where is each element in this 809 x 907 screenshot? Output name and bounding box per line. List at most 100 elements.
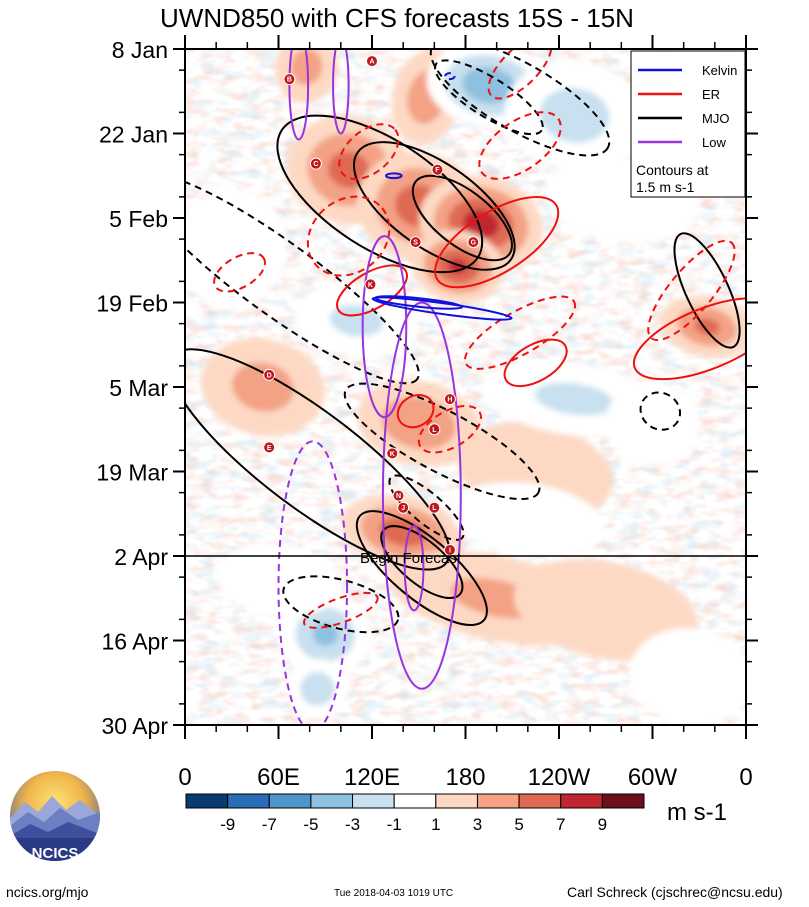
storm-label: D <box>267 372 272 379</box>
legend-label: ER <box>702 87 720 102</box>
anomaly-patch <box>450 482 606 558</box>
x-tick-label: 120E <box>344 764 400 791</box>
footer-author: Carl Schreck (cjschrec@ncsu.edu) <box>567 884 783 900</box>
storm-icon <box>431 163 444 176</box>
storm-marker: K <box>386 447 399 460</box>
legend-label: Kelvin <box>702 63 737 78</box>
legend-label: MJO <box>702 111 729 126</box>
footer-site: ncics.org/mjo <box>6 884 89 900</box>
contour-mjo-pos <box>355 510 488 627</box>
axis-ticks: 8 Jan 22 Jan 5 Feb 19 Feb 5 Mar 19 Mar 2 Apr 16… <box>96 35 758 791</box>
storm-icon <box>309 157 322 170</box>
contour-mjo-pos <box>411 174 513 262</box>
contour-kelvin-pos <box>374 295 464 310</box>
colorbar-tick-label: -3 <box>345 815 360 834</box>
x-tick-label: 60W <box>628 764 678 791</box>
storm-marker: E <box>263 441 276 454</box>
legend-entry-kelvin: Kelvin <box>638 63 737 78</box>
anomaly-patch <box>379 517 427 547</box>
contour-er-pos <box>632 297 746 381</box>
storm-icon <box>428 501 441 514</box>
colorbar-swatch <box>435 793 478 809</box>
y-tick-label: 16 Apr <box>102 629 169 655</box>
anomaly-patch <box>185 187 287 309</box>
anomaly-patch <box>329 304 383 337</box>
contour-mjo-neg <box>434 59 544 136</box>
storm-icon <box>386 447 399 460</box>
y-tick-label: 8 Jan <box>112 37 168 63</box>
storm-marker: N <box>392 489 405 502</box>
anomaly-patch <box>539 88 610 143</box>
storm-icon <box>366 55 378 68</box>
colorbar-swatch <box>227 793 270 809</box>
legend-label: Low <box>702 135 726 150</box>
anomaly-patch <box>312 622 338 647</box>
colorbar-swatch <box>310 793 354 809</box>
storm-marker: L <box>428 501 441 514</box>
x-tick-label: 0 <box>178 764 191 791</box>
contour-er-neg <box>302 591 379 629</box>
contour-er-neg <box>647 239 736 342</box>
storm-label: G <box>471 240 477 247</box>
storm-marker: B <box>283 73 296 86</box>
logo-text: NCICS <box>32 845 79 862</box>
storm-label: I <box>449 547 451 554</box>
legend-note-line1: Contours at <box>636 162 708 178</box>
wave-contour-layer <box>185 49 746 725</box>
colorbar-swatch <box>352 793 395 809</box>
colorbar-units: m s-1 <box>667 799 727 826</box>
storm-icon <box>364 278 377 291</box>
contour-er-pos <box>336 264 408 317</box>
contour-er-neg <box>464 295 577 370</box>
storm-icon <box>283 73 296 86</box>
storm-label: L <box>432 427 437 434</box>
anomaly-patch <box>300 672 335 706</box>
storm-label: H <box>447 397 452 404</box>
storm-marker: H <box>443 393 456 406</box>
x-tick-label: 60E <box>257 764 300 791</box>
contour-mjo-neg <box>343 382 541 501</box>
colorbar-tick-label: -7 <box>262 815 277 834</box>
anomaly-patch <box>327 151 370 188</box>
colorbar-tick-label: -5 <box>303 815 318 834</box>
storm-icon <box>392 489 405 502</box>
anomaly-patch <box>462 66 516 104</box>
contour-er-neg <box>338 123 400 180</box>
contour-mjo-neg <box>185 172 420 385</box>
storm-icon <box>263 441 276 454</box>
ncics-logo: NCICS <box>10 771 100 862</box>
y-tick-label: 30 Apr <box>102 713 169 739</box>
colorbar-swatch <box>560 793 603 809</box>
contour-low-neg <box>277 440 349 725</box>
storm-label: L <box>432 505 437 512</box>
contour-er-pos <box>434 196 560 289</box>
footer-timestamp: Tue 2018-04-03 1019 UTC <box>334 888 454 899</box>
storm-label: F <box>435 167 440 174</box>
anomaly-patch <box>232 362 294 412</box>
colorbar-tick-label: 1 <box>431 815 440 834</box>
y-tick-label: 5 Mar <box>109 375 168 401</box>
storm-icon <box>397 501 410 514</box>
contour-mjo-pos <box>673 232 741 349</box>
storm-icon <box>263 368 276 381</box>
colorbar-swatch <box>393 793 437 809</box>
legend-box: Kelvin ER MJO Low Contours at1.5 m s-1 <box>630 50 746 198</box>
forecast-label: Begin Forecast <box>360 550 462 567</box>
y-tick-label: 19 Mar <box>96 460 168 486</box>
storm-label: S <box>413 240 418 247</box>
contour-er-pos <box>396 394 435 429</box>
y-tick-label: 5 Feb <box>109 206 168 232</box>
y-tick-label: 2 Apr <box>114 544 168 570</box>
x-tick-label: 120W <box>528 764 591 791</box>
anomaly-patch <box>290 49 323 86</box>
colorbar-tick-label: 5 <box>514 815 523 834</box>
storm-marker: D <box>263 368 276 381</box>
x-tick-label: 180 <box>445 764 485 791</box>
storm-label: J <box>401 505 405 512</box>
contour-low-pos <box>361 235 408 419</box>
storm-icon <box>428 423 441 436</box>
storm-label: N <box>396 493 401 500</box>
colorbar-tick-label: -1 <box>387 815 402 834</box>
colorbar-swatch <box>268 793 312 809</box>
